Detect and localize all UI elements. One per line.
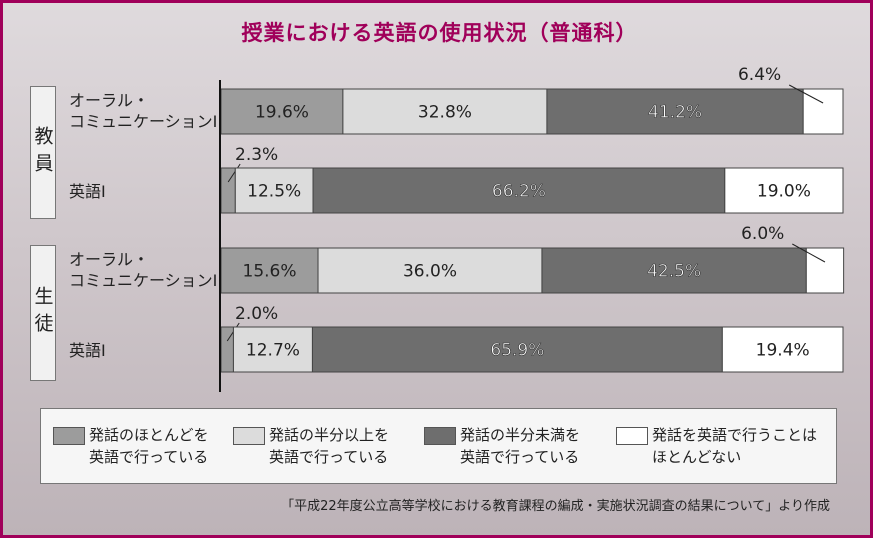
bar-segment-row2-under-half — [312, 167, 726, 214]
value-label-row1-under-half: 41.2% — [648, 103, 702, 123]
value-label-row3-rarely: 6.0% — [741, 224, 784, 244]
value-label-row4-under-half: 65.9% — [490, 341, 544, 361]
bar-segment-row3-over-half — [317, 247, 543, 294]
bar-segment-row4-under-half — [311, 326, 723, 373]
bar-segment-row1-under-half — [546, 88, 804, 135]
value-label-row4-rarely: 19.4% — [756, 341, 810, 361]
value-label-row2-mostly: 2.3% — [235, 145, 278, 165]
value-label-row2-rarely: 19.0% — [757, 182, 811, 202]
value-label-row3-over-half: 36.0% — [403, 262, 457, 282]
legend-item-mostly: 発話のほとんどを 英語で行っている — [53, 424, 209, 468]
legend-swatch-over-half — [233, 427, 265, 445]
value-label-row2-over-half: 12.5% — [247, 182, 301, 202]
row-label-teacher-english: 英語Ⅰ — [69, 182, 106, 201]
source-note: 「平成22年度公立高等学校における教育課程の編成・実施状況調査の結果について」よ… — [281, 499, 830, 514]
legend-item-over-half: 発話の半分以上を 英語で行っている — [233, 424, 389, 468]
legend-swatch-under-half — [424, 427, 456, 445]
y-axis-line — [219, 80, 221, 392]
value-label-row3-mostly: 15.6% — [243, 262, 297, 282]
bar-segment-row2-over-half — [234, 167, 314, 214]
value-label-row2-under-half: 66.2% — [492, 182, 546, 202]
row-label-student-oral: オーラル・ コミュニケーションⅠ — [69, 250, 218, 290]
legend: 発話のほとんどを 英語で行っている 発話の半分以上を 英語で行っている 発話の半… — [40, 408, 837, 484]
value-label-row4-mostly: 2.0% — [235, 304, 278, 324]
bar-segment-row1-over-half — [342, 88, 548, 135]
value-label-row4-over-half: 12.7% — [246, 341, 300, 361]
value-label-row1-mostly: 19.6% — [255, 103, 309, 123]
group-label-students: 生徒 — [30, 245, 56, 381]
bar-segment-row4-rarely — [721, 326, 844, 373]
legend-swatch-mostly — [53, 427, 85, 445]
bar-segment-row2-rarely — [724, 167, 844, 214]
value-label-row1-rarely: 6.4% — [738, 65, 781, 85]
legend-text-mostly: 発話のほとんどを 英語で行っている — [89, 426, 209, 466]
bar-segment-row1-mostly — [220, 88, 344, 135]
legend-item-rarely: 発話を英語で行うことは ほとんどない — [616, 424, 817, 468]
legend-text-rarely: 発話を英語で行うことは ほとんどない — [652, 426, 818, 466]
chart-title: 授業における英語の使用状況（普通科） — [241, 21, 638, 45]
group-label-teachers: 教員 — [30, 86, 56, 219]
leader-line-row2-mostly — [227, 163, 241, 183]
value-label-row1-over-half: 32.8% — [418, 103, 472, 123]
bar-segment-row3-mostly — [220, 247, 319, 294]
bar-segment-row3-under-half — [541, 247, 807, 294]
value-label-row3-under-half: 42.5% — [647, 262, 701, 282]
legend-swatch-rarely — [616, 427, 648, 445]
legend-text-under-half: 発話の半分未満を 英語で行っている — [460, 426, 581, 466]
leader-line-row3-rarely — [792, 243, 826, 263]
stacked-bar-chart: 19.6% 32.8% 41.2% 6.4% 2.3% 12.5% 66.2% 19.0% 15… — [220, 65, 845, 373]
legend-text-over-half: 発話の半分以上を 英語で行っている — [269, 426, 390, 466]
bar-segment-row4-over-half — [232, 326, 313, 373]
row-label-student-english: 英語Ⅰ — [69, 341, 106, 360]
leader-line-row1-rarely — [788, 84, 824, 104]
row-label-teacher-oral: オーラル・ コミュニケーションⅠ — [69, 91, 218, 131]
legend-item-under-half: 発話の半分未満を 英語で行っている — [424, 424, 580, 468]
